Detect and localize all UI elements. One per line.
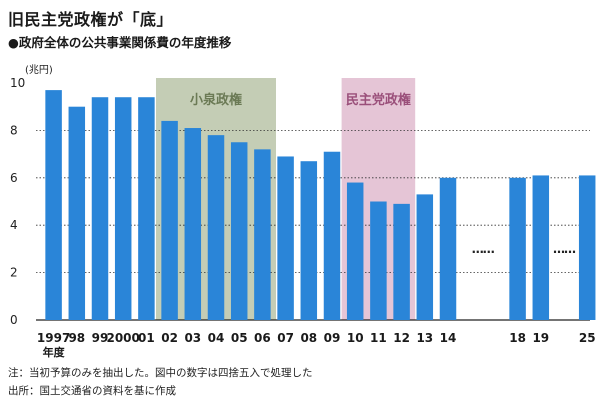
x-tick-label: 06 <box>254 331 271 345</box>
x-tick-label: 01 <box>138 331 155 345</box>
bar-1997 <box>45 90 62 320</box>
chart-title: 旧民主党政権が「底」 <box>8 10 174 29</box>
bar-01 <box>138 97 155 320</box>
bar-14 <box>439 177 457 320</box>
x-tick-label: 03 <box>184 331 201 345</box>
x-tick-label: 09 <box>324 331 341 345</box>
gap-marker: …… <box>472 242 495 256</box>
bar-03 <box>184 128 202 320</box>
x-tick-label: 13 <box>416 331 433 345</box>
gap-marker: …… <box>553 242 576 256</box>
x-tick-label: 10 <box>347 331 364 345</box>
x-tick-label: 07 <box>277 331 294 345</box>
y-tick-label: 6 <box>10 171 18 185</box>
y-tick-label: 2 <box>10 266 18 280</box>
bar-11 <box>370 201 387 320</box>
x-axis-label: 年度 <box>43 345 66 359</box>
x-tick-label: 12 <box>393 331 410 345</box>
x-tick-label: 08 <box>300 331 317 345</box>
x-tick-label: 19 <box>532 331 549 345</box>
period-label: 小泉政権 <box>190 92 242 108</box>
bar-04 <box>207 135 225 320</box>
bar-98 <box>68 106 86 320</box>
bar-08 <box>300 161 318 320</box>
x-tick-label: 1997 <box>37 331 70 345</box>
x-tick-label: 14 <box>440 331 457 345</box>
x-tick-label: 25 <box>579 331 596 345</box>
bar-2000 <box>114 97 132 320</box>
bar-12 <box>393 203 410 320</box>
footnote: 注：当初予算のみを抽出した。図中の数字は四捨五入で処理した <box>8 367 313 379</box>
period-label: 民主党政権 <box>346 92 411 108</box>
bar-19 <box>532 175 550 320</box>
bar-99 <box>91 97 109 320</box>
x-tick-label: 11 <box>370 331 387 345</box>
x-tick-label: 98 <box>68 331 85 345</box>
y-tick-label: 10 <box>10 76 25 90</box>
bar-02 <box>161 120 178 320</box>
bar-10 <box>346 182 364 320</box>
bar-25 <box>578 175 596 320</box>
x-tick-label: 05 <box>231 331 248 345</box>
x-tick-label: 18 <box>509 331 526 345</box>
bar-09 <box>323 151 341 320</box>
chart-subtitle: ●政府全体の公共事業関係費の年度推移 <box>8 35 232 50</box>
bar-06 <box>254 149 271 320</box>
x-tick-label: 99 <box>92 331 109 345</box>
source-note: 出所：国土交通省の資料を基に作成 <box>8 385 176 397</box>
y-tick-label: 0 <box>10 313 18 327</box>
y-tick-label: 8 <box>10 123 18 137</box>
x-tick-label: 2000 <box>106 331 139 345</box>
x-tick-label: 02 <box>161 331 178 345</box>
bar-05 <box>230 142 248 320</box>
y-tick-label: 4 <box>10 218 18 232</box>
bar-18 <box>509 177 526 320</box>
y-axis-unit: (兆円) <box>25 64 53 76</box>
bar-13 <box>416 194 434 320</box>
x-tick-label: 04 <box>208 331 225 345</box>
bar-07 <box>277 156 294 320</box>
